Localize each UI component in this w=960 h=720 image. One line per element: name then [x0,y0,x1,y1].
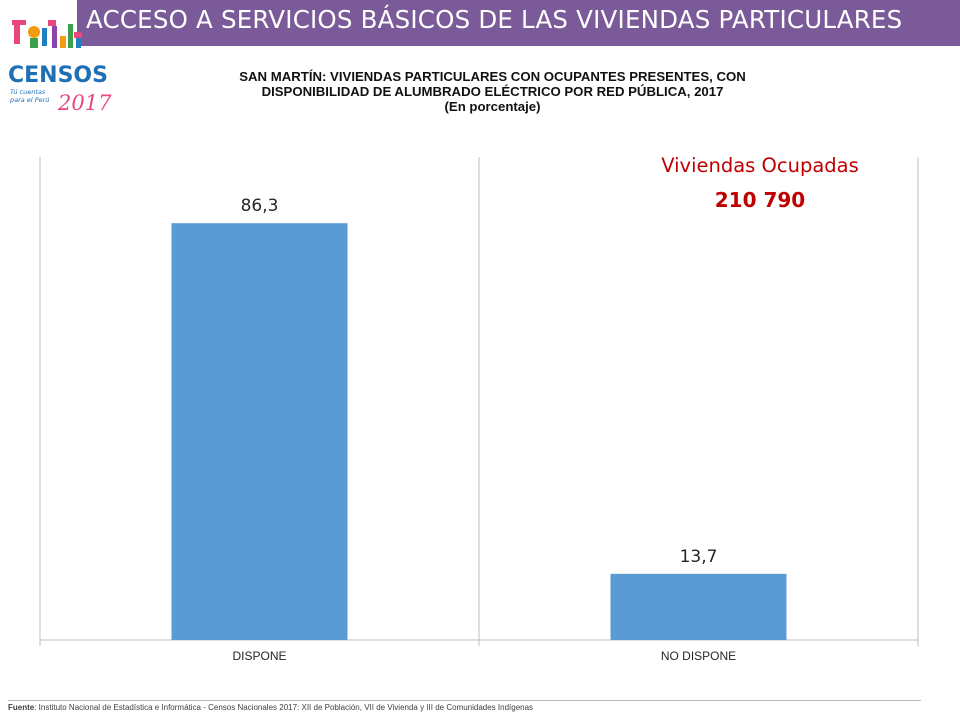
data-label-1: 13,7 [680,547,718,567]
data-label-0: 86,3 [241,196,279,216]
subtitle-line-3: (En porcentaje) [444,99,541,114]
chart-subtitle: SAN MARTÍN: VIVIENDAS PARTICULARES CON O… [160,69,825,114]
bar-0 [171,223,348,640]
censos-logo: CENSOS Tú cuentas para el Perú 2017 [8,20,112,115]
page-title: ACCESO A SERVICIOS BÁSICOS DE LAS VIVIEN… [86,5,903,34]
subtitle-line-2: DISPONIBILIDAD DE ALUMBRADO ELÉCTRICO PO… [261,84,724,99]
bar-1 [610,573,787,640]
header-bar [77,0,960,46]
logo-tagline-1: Tú cuentas [10,88,46,96]
logo-tagline-2: para el Perú [9,96,49,104]
x-tick-label-0: DISPONE [232,649,286,663]
source-text: : Instituto Nacional de Estadística e In… [34,703,534,712]
logo-text: CENSOS [8,63,108,88]
callout-label: Viviendas Ocupadas [661,154,859,177]
logo-year: 2017 [57,91,112,115]
callout-value: 210 790 [714,188,806,212]
source-note: Fuente: Instituto Nacional de Estadístic… [8,703,533,712]
source-label: Fuente [8,703,35,712]
footer-divider [8,700,921,701]
x-tick-label-1: NO DISPONE [661,649,736,663]
subtitle-line-1: SAN MARTÍN: VIVIENDAS PARTICULARES CON O… [239,69,746,84]
logo-figures-icon [12,20,82,48]
